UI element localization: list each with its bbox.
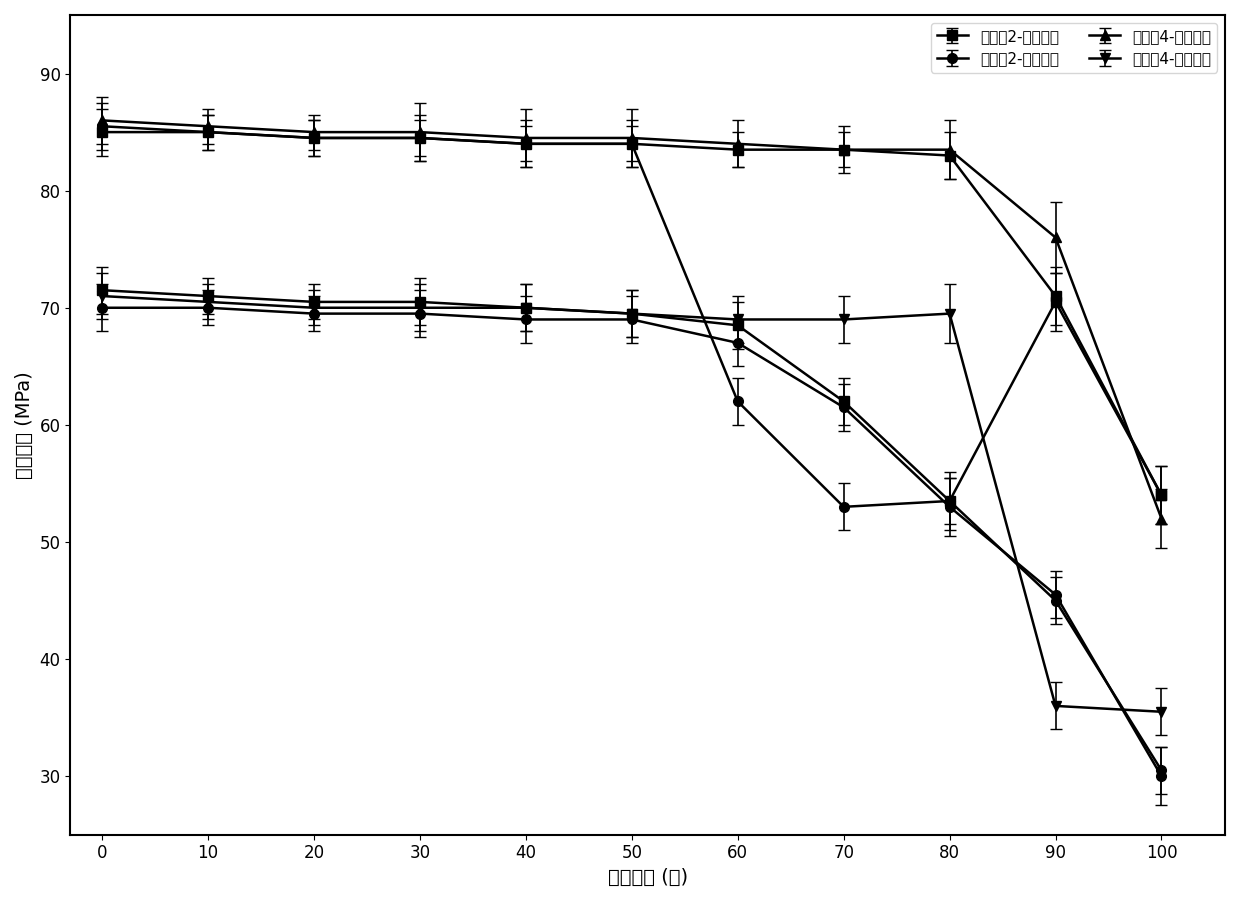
Legend: 实施例2-完整试件, 实施例2-修复试件, 实施例4-完整试件, 实施例4-修复试件: 实施例2-完整试件, 实施例2-修复试件, 实施例4-完整试件, 实施例4-修复… — [931, 23, 1218, 72]
X-axis label: 循环次数 (次): 循环次数 (次) — [608, 868, 688, 887]
Y-axis label: 抗压强度 (MPa): 抗压强度 (MPa) — [15, 371, 33, 479]
